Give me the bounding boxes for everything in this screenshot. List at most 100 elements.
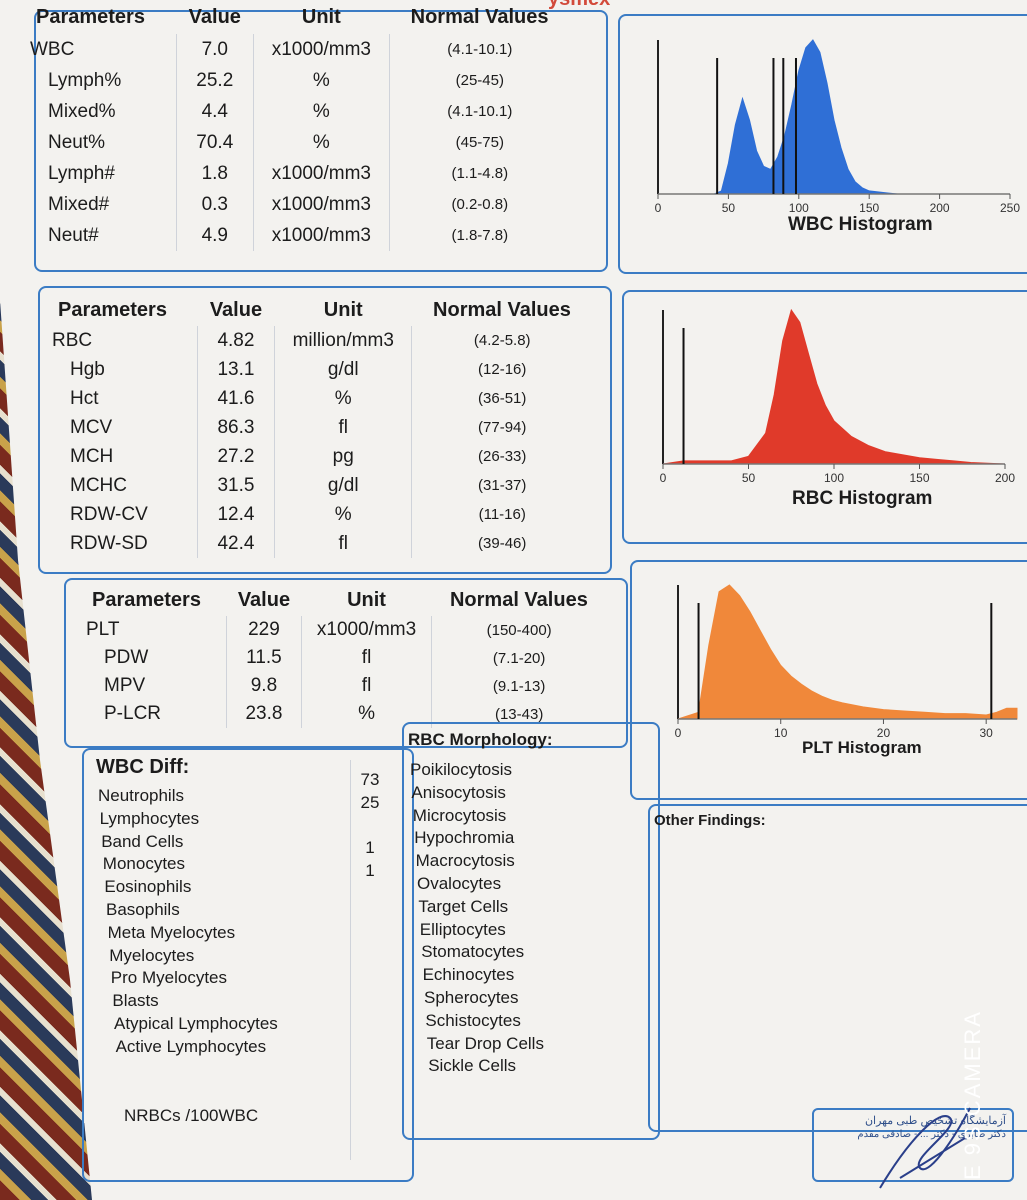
wbc-diff-title: WBC Diff: bbox=[96, 756, 190, 778]
rbc-histogram-box bbox=[622, 290, 1027, 544]
wbc-table-box bbox=[34, 10, 608, 272]
value-cell: 25.2 bbox=[175, 65, 254, 96]
unit-cell: million/mm3 bbox=[274, 326, 412, 355]
table-row: RBC 4.82 million/mm3 (4.2-5.8) bbox=[52, 326, 592, 355]
plt-histogram: 0 10 20 30 bbox=[675, 584, 1018, 740]
x-tick-label: 250 bbox=[1000, 201, 1020, 215]
rbc-morphology-item: Poikilocytosis bbox=[410, 760, 513, 779]
table-row: Neut% 70.4% (45-75) bbox=[30, 127, 570, 158]
wbc-histogram-title: WBC Histogram bbox=[788, 214, 933, 235]
param-cell: MPV bbox=[104, 675, 146, 696]
normal-range-cell: (4.2-5.8) bbox=[411, 326, 592, 355]
col-parameters: Parameters bbox=[92, 588, 201, 611]
param-cell: MCV bbox=[70, 416, 113, 438]
rbc-morphology-item: Target Cells bbox=[418, 896, 509, 916]
value-cell: 4.82 bbox=[196, 326, 275, 355]
unit-cell: x1000/mm3 bbox=[253, 220, 390, 251]
table-row: MCH 27.2 pg (26-33) bbox=[52, 442, 592, 471]
unit-cell: x1000/mm3 bbox=[253, 158, 390, 189]
wbc-histogram-box bbox=[618, 14, 1027, 274]
table-row: Neut# 4.9 x1000/mm3 (1.8-7.8) bbox=[30, 220, 570, 251]
value-cell: 11.5 bbox=[226, 644, 302, 672]
value-cell: 41.6 bbox=[196, 384, 275, 413]
unit-cell: % bbox=[253, 127, 390, 158]
normal-range-cell: (45-75) bbox=[388, 127, 570, 158]
value-cell: 4.4 bbox=[175, 96, 254, 127]
normal-range-cell: (39-46) bbox=[411, 529, 592, 558]
unit-cell: g/dl bbox=[274, 471, 412, 500]
param-cell: MCHC bbox=[70, 474, 127, 496]
value-cell: 4.9 bbox=[175, 220, 254, 251]
rbc-histogram: 0 50 100 150 200 bbox=[660, 308, 1015, 485]
table-row: PDW 11.5 fl (7.1-20) bbox=[86, 644, 606, 672]
normal-range-cell: (26-33) bbox=[411, 442, 592, 471]
x-tick-label: 150 bbox=[909, 471, 929, 485]
wbc-diff-value bbox=[352, 1021, 388, 1044]
lab-stamp: آزمایشگاه تشخیص طبی مهران دکتر صابری - د… bbox=[812, 1108, 1014, 1182]
value-cell: 1.8 bbox=[175, 158, 254, 189]
rbc-morphology-box bbox=[402, 722, 660, 1140]
param-cell: PLT bbox=[86, 619, 120, 640]
wbc-diff-value: 25 bbox=[360, 792, 380, 812]
rbc-morphology-item: Ovalocytes bbox=[417, 873, 502, 893]
param-cell: P-LCR bbox=[104, 703, 162, 724]
rbc-morphology-item: Tear Drop Cells bbox=[426, 1033, 544, 1053]
param-cell: MCH bbox=[70, 445, 114, 467]
plt-table-header: Parameters Value Unit Normal Values bbox=[86, 584, 606, 616]
param-cell: Mixed# bbox=[48, 193, 110, 215]
wbc-diff-values: 73 25 1 1 bbox=[352, 770, 388, 1044]
value-cell: 42.4 bbox=[196, 529, 275, 558]
table-row: Lymph# 1.8 x1000/mm3 (1.1-4.8) bbox=[30, 158, 570, 189]
wbc-table: Parameters Value Unit Normal Values WBC 7… bbox=[30, 0, 570, 251]
col-normal-values: Normal Values bbox=[433, 298, 571, 321]
table-row: RDW-SD 42.4 fl (39-46) bbox=[52, 529, 592, 558]
table-row: MPV 9.8 fl (9.1-13) bbox=[86, 672, 606, 700]
col-value: Value bbox=[237, 588, 291, 611]
normal-range-cell: (4.1-10.1) bbox=[388, 96, 570, 127]
rbc-table-box bbox=[38, 286, 612, 574]
rbc-histogram-title: RBC Histogram bbox=[792, 488, 933, 509]
stamp-line-1: آزمایشگاه تشخیص طبی مهران bbox=[864, 1115, 1006, 1127]
unit-cell: x1000/mm3 bbox=[300, 616, 432, 644]
normal-range-cell: (150-400) bbox=[431, 616, 606, 644]
rbc-morphology-item: Macrocytosis bbox=[415, 851, 515, 871]
normal-range-cell: (36-51) bbox=[411, 384, 592, 413]
other-findings-label: Other Findings: bbox=[654, 812, 766, 829]
wbc-diff-value bbox=[352, 907, 388, 930]
x-tick-label: 30 bbox=[980, 726, 994, 740]
wbc-diff-value bbox=[352, 930, 388, 953]
rbc-morphology-item: Spherocytes bbox=[424, 987, 519, 1007]
wbc-diff-item: Atypical Lymphocytes bbox=[114, 1013, 278, 1033]
value-cell: 9.8 bbox=[226, 672, 302, 700]
table-row: MCV 86.3 fl (77-94) bbox=[52, 413, 592, 442]
x-tick-label: 50 bbox=[742, 471, 756, 485]
normal-range-cell: (7.1-20) bbox=[431, 644, 606, 672]
unit-cell: pg bbox=[274, 442, 412, 471]
rbc-table-header: Parameters Value Unit Normal Values bbox=[52, 294, 592, 326]
plt-histogram-box bbox=[630, 560, 1027, 800]
unit-cell: x1000/mm3 bbox=[253, 34, 390, 65]
param-cell: Mixed% bbox=[48, 100, 116, 122]
normal-range-cell: (77-94) bbox=[411, 413, 592, 442]
param-cell: Lymph% bbox=[48, 69, 122, 91]
normal-range-cell: (12-16) bbox=[411, 355, 592, 384]
x-tick-label: 200 bbox=[930, 201, 950, 215]
rbc-morphology-item: Anisocytosis bbox=[411, 782, 506, 802]
wbc-diff-item: Eosinophils bbox=[104, 877, 192, 897]
normal-range-cell: (1.8-7.8) bbox=[388, 220, 570, 251]
table-row: Hgb 13.1 g/dl (12-16) bbox=[52, 355, 592, 384]
param-cell: Neut# bbox=[48, 224, 99, 246]
wbc-diff-item: Pro Myelocytes bbox=[110, 968, 227, 988]
rbc-morphology-item: Microcytosis bbox=[412, 805, 507, 825]
unit-cell: g/dl bbox=[274, 355, 412, 384]
wbc-diff-divider bbox=[350, 760, 351, 1160]
col-unit: Unit bbox=[323, 298, 363, 321]
wbc-diff-list: Neutrophils Lymphocytes Band Cells Monocyte… bbox=[98, 786, 278, 1060]
normal-range-cell: (9.1-13) bbox=[431, 672, 606, 700]
wbc-diff-item: Neutrophils bbox=[98, 786, 184, 805]
histogram-area bbox=[658, 39, 1010, 195]
normal-range-cell: (11-16) bbox=[411, 500, 592, 529]
col-unit: Unit bbox=[301, 5, 341, 28]
other-findings-box bbox=[648, 804, 1027, 1132]
value-cell: 86.3 bbox=[196, 413, 275, 442]
